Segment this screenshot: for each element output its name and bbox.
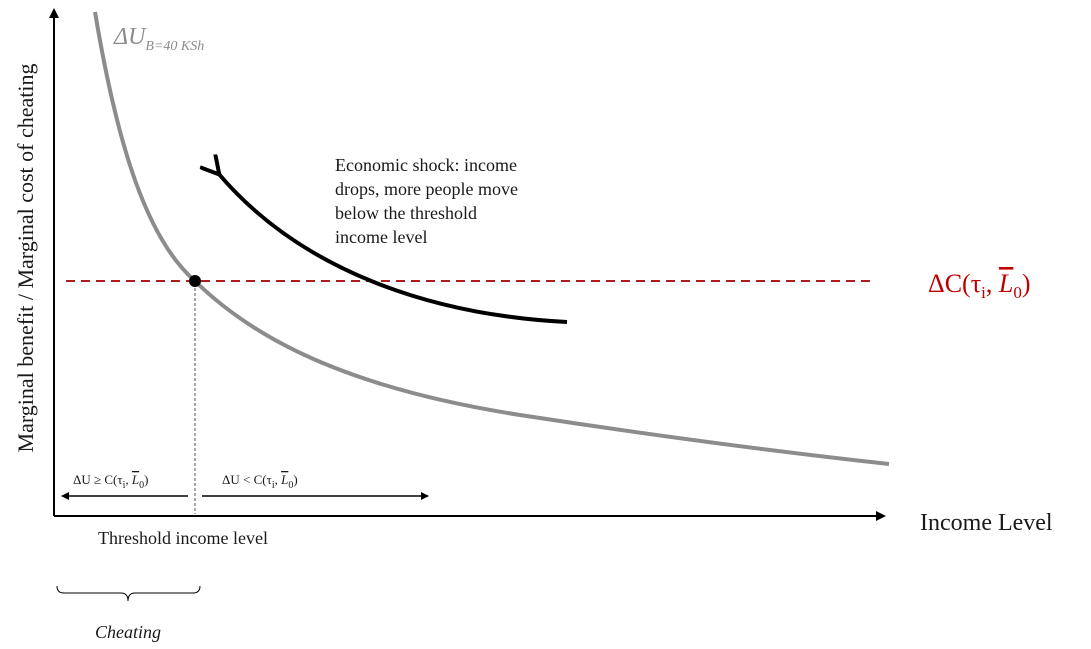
x-axis-label: Income Level [920,510,1053,536]
cheating-label: Cheating [95,622,161,642]
threshold-label: Threshold income level [98,528,268,548]
benefit-curve-label: ΔUB=40 KSh [113,24,204,54]
intersection-point [189,275,201,287]
cheating-brace [56,585,201,602]
right-region-label: ΔU < C(τi, L0) [222,472,298,491]
left-region-label: ΔU ≥ C(τi, L0) [73,472,148,491]
benefit-curve [93,11,890,466]
y-axis-label: Marginal benefit / Marginal cost of chea… [13,64,38,453]
shock-arrow [218,173,568,324]
cost-line-label: ΔC(τi, L0) [928,269,1031,302]
shock-annotation: Economic shock: income drops, more peopl… [335,155,522,247]
